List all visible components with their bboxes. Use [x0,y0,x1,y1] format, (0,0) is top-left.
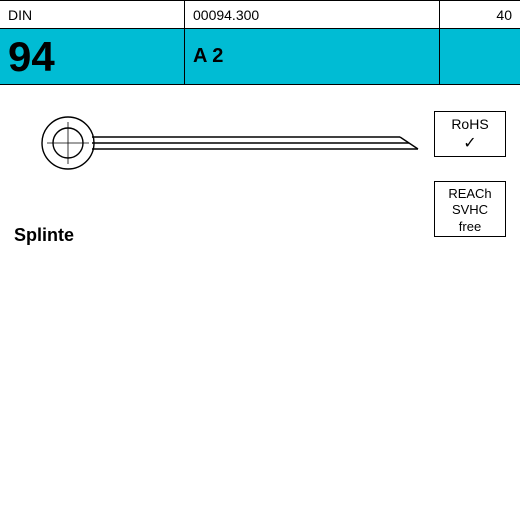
spec-sheet: DIN 00094.300 40 94 A 2 Splinte RoHS ✓ R… [0,0,520,520]
standard-number: 94 [8,33,55,81]
reach-line3: free [437,219,503,235]
material-cell: A 2 [185,29,440,84]
rev: 40 [496,7,512,23]
reach-badge: REACh SVHC free [434,181,506,237]
title-row: 94 A 2 [0,28,520,84]
check-icon: ✓ [437,134,503,154]
standard-label-cell: DIN [0,1,185,28]
partnumber-cell: 00094.300 [185,1,440,28]
product-name: Splinte [14,225,74,246]
header-row: DIN 00094.300 40 [0,0,520,28]
main-area: Splinte RoHS ✓ REACh SVHC free [0,84,520,518]
rohs-badge: RoHS ✓ [434,111,506,157]
title-empty-cell [440,29,520,84]
standard-label: DIN [8,7,32,23]
cotter-pin-drawing [20,103,420,193]
material: A 2 [193,45,223,68]
rohs-label: RoHS [437,116,503,134]
partnumber: 00094.300 [193,7,259,23]
standard-number-cell: 94 [0,29,185,84]
reach-line2: SVHC [437,202,503,218]
rev-cell: 40 [440,1,520,28]
reach-line1: REACh [437,186,503,202]
